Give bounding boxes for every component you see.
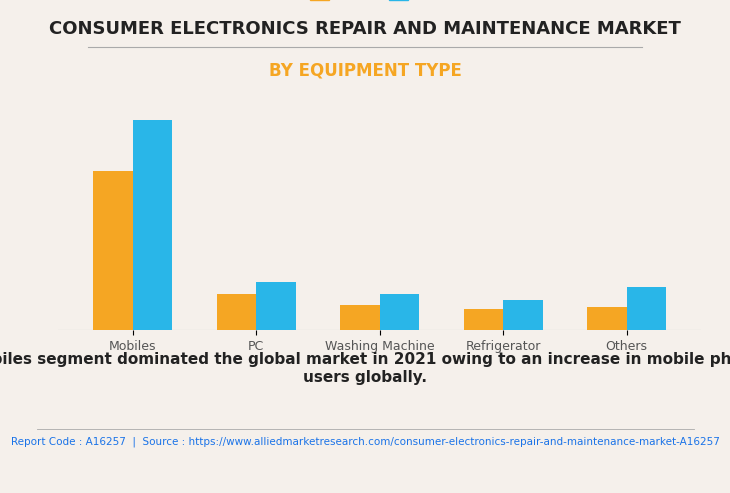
Bar xyxy=(340,305,380,330)
Bar xyxy=(93,172,133,330)
Text: CONSUMER ELECTRONICS REPAIR AND MAINTENANCE MARKET: CONSUMER ELECTRONICS REPAIR AND MAINTENA… xyxy=(49,20,681,38)
Bar xyxy=(217,294,256,330)
Bar xyxy=(503,300,542,330)
Text: Mobiles segment dominated the global market in 2021 owing to an increase in mobi: Mobiles segment dominated the global mar… xyxy=(0,352,730,385)
Legend: 2021, 2031: 2021, 2031 xyxy=(304,0,456,8)
Bar xyxy=(256,282,296,330)
Text: Report Code : A16257  |  Source : https://www.alliedmarketresearch.com/consumer-: Report Code : A16257 | Source : https://… xyxy=(10,436,720,447)
Text: BY EQUIPMENT TYPE: BY EQUIPMENT TYPE xyxy=(269,62,461,80)
Bar xyxy=(133,120,172,330)
Bar xyxy=(380,294,419,330)
Bar xyxy=(464,309,503,330)
Bar xyxy=(626,287,666,330)
Bar xyxy=(587,307,626,330)
